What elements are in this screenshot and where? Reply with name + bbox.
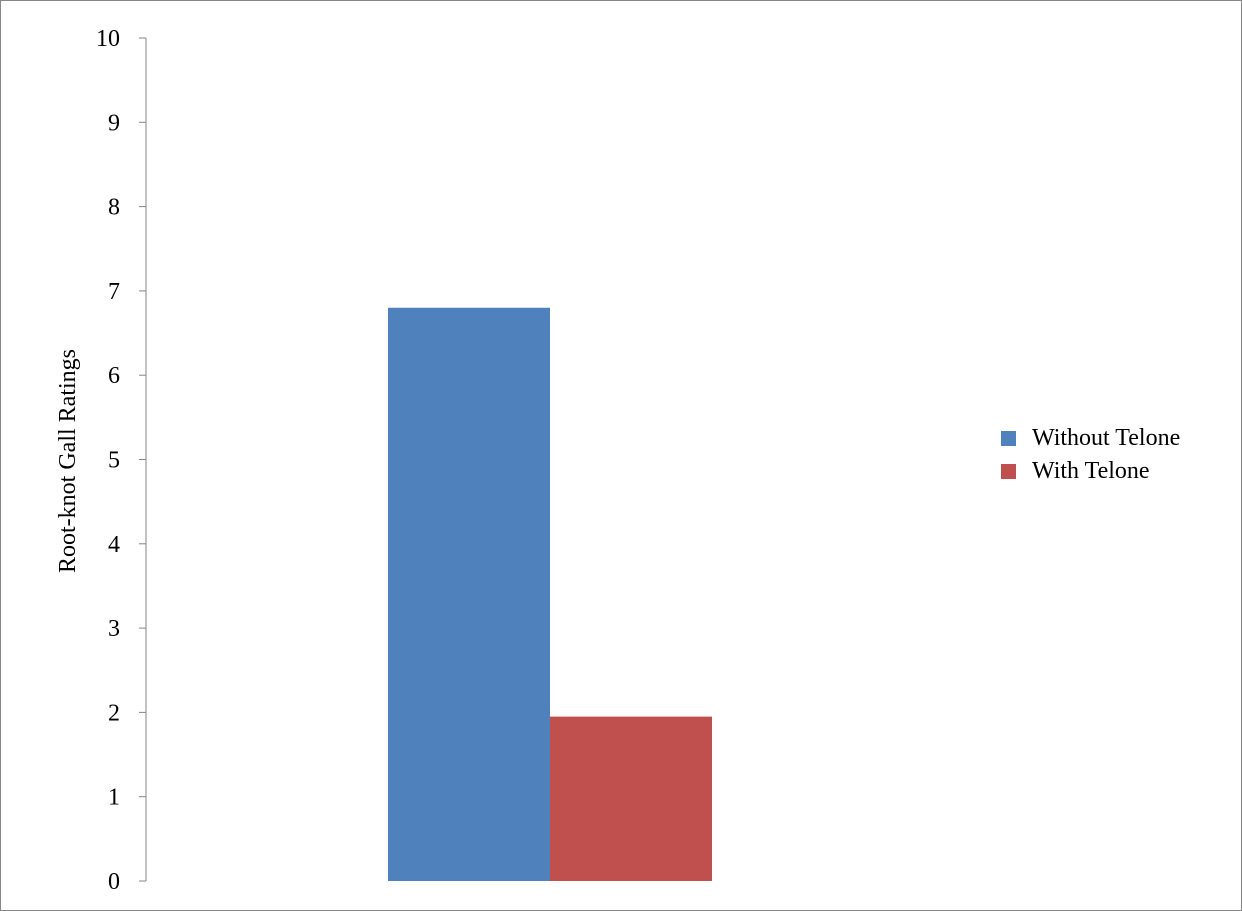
y-tick-label: 7 — [108, 279, 120, 305]
y-tick-label: 10 — [96, 26, 120, 52]
y-tick-label: 8 — [108, 195, 120, 221]
legend: Without Telone With Telone — [1001, 423, 1180, 489]
y-tick-label: 9 — [108, 110, 120, 136]
y-tick-label: 4 — [108, 532, 120, 558]
y-tick-label: 0 — [108, 869, 120, 895]
legend-label-with-telone: With Telone — [1032, 457, 1150, 484]
legend-swatch-without-telone — [1001, 430, 1016, 446]
legend-swatch-with-telone — [1001, 463, 1016, 479]
bar-without-telone — [388, 307, 550, 881]
y-tick-label: 2 — [108, 700, 120, 726]
legend-label-without-telone: Without Telone — [1032, 424, 1181, 451]
legend-item-without-telone: Without Telone — [1001, 423, 1180, 453]
y-tick-label: 5 — [108, 448, 120, 474]
legend-item-with-telone: With Telone — [1001, 456, 1180, 486]
y-tick-label: 3 — [108, 616, 120, 642]
y-tick-label: 6 — [108, 363, 120, 389]
y-tick-label: 1 — [108, 785, 120, 811]
bar-with-telone — [550, 716, 712, 881]
y-axis-title: Root-knot Gall Ratings — [55, 349, 81, 573]
y-axis: 0 1 2 3 4 5 6 7 8 9 10 — [96, 26, 147, 895]
bars — [388, 307, 712, 881]
